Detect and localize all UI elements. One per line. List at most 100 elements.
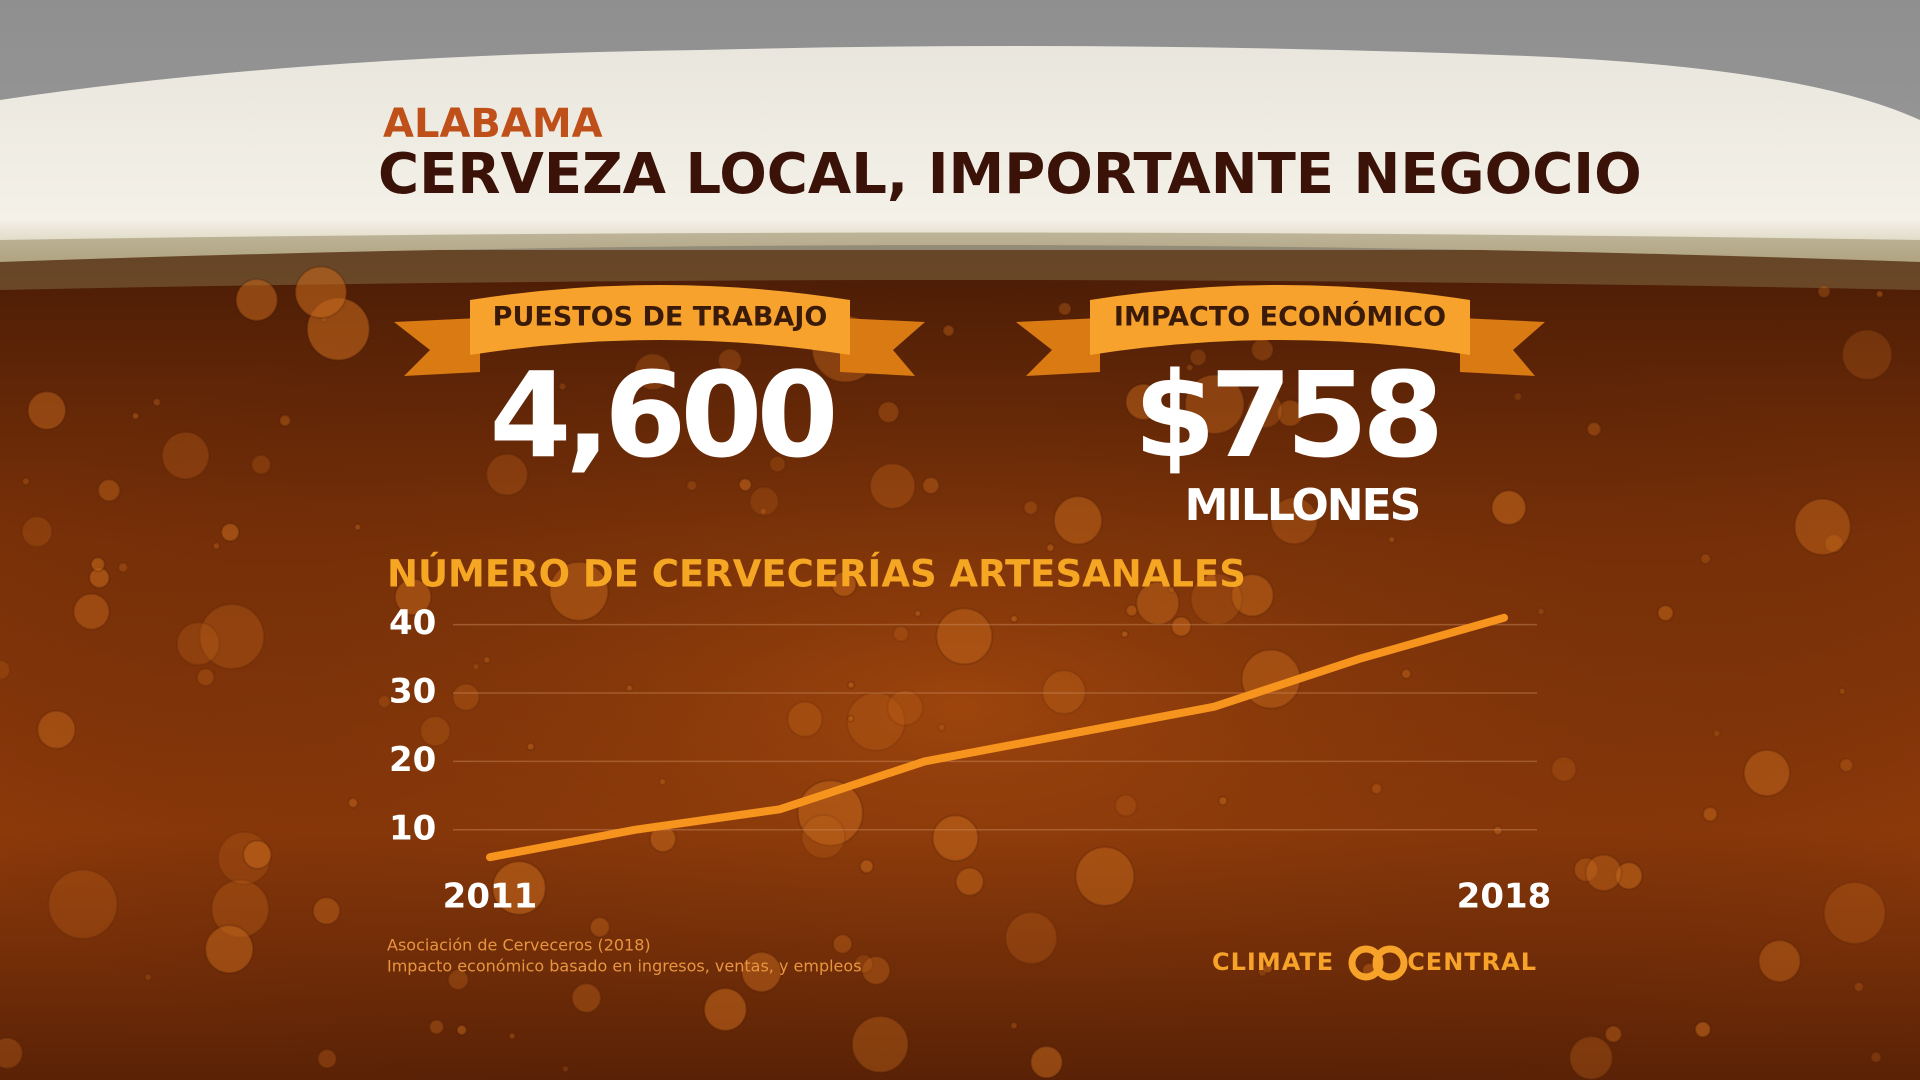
bubble (749, 486, 780, 517)
bubble (685, 479, 698, 492)
bubble (1029, 1045, 1064, 1080)
bubble (394, 577, 433, 617)
ribbon: PUESTOS DE TRABAJO (394, 285, 925, 376)
bubble (1822, 881, 1887, 945)
bubble (1838, 687, 1847, 696)
y-tick-label: 20 (389, 740, 436, 780)
bubble (198, 603, 266, 670)
bubble (447, 968, 470, 991)
bubble (0, 659, 11, 681)
data-line (486, 613, 1508, 862)
bubble (1400, 668, 1412, 680)
bubble (212, 541, 221, 551)
bubble (1853, 981, 1865, 993)
bubble (1074, 846, 1136, 907)
bubble (1004, 911, 1058, 965)
bubble (143, 973, 153, 982)
bubble (1573, 856, 1600, 883)
bubble (1170, 615, 1193, 638)
bubble (738, 477, 753, 492)
bubble (869, 462, 917, 510)
bubble (1217, 795, 1229, 807)
bubble (220, 522, 241, 543)
ribbon-band (470, 285, 850, 355)
bubble (1492, 825, 1504, 836)
bubble (72, 592, 111, 631)
bubble (954, 866, 985, 897)
bubble (485, 452, 529, 497)
bubble (1188, 348, 1208, 367)
bubble (786, 700, 824, 738)
bubble (846, 691, 906, 752)
bubble (768, 455, 787, 473)
source-line: Asociación de Cerveceros (2018) (387, 936, 651, 955)
bubble (451, 682, 481, 712)
bubble (47, 868, 119, 940)
bubble (1712, 729, 1721, 738)
bubble (20, 515, 54, 548)
bubble (97, 478, 121, 503)
ribbon-tail (840, 318, 925, 376)
bubble (886, 689, 924, 727)
bubble (1230, 573, 1275, 618)
bubble (1114, 793, 1138, 818)
bubble (1841, 328, 1893, 381)
ribbon-tail (1460, 318, 1545, 376)
bubble (1184, 373, 1246, 435)
bubble (131, 411, 140, 421)
bubble (508, 1032, 517, 1041)
bubble (1742, 749, 1791, 797)
bubble (90, 556, 106, 573)
ribbon-tail (394, 318, 480, 376)
logo-ring (1348, 945, 1384, 981)
bubble (21, 476, 31, 486)
y-tick-label: 10 (389, 808, 436, 848)
bubble (522, 557, 538, 573)
bubble (1185, 363, 1194, 372)
bubble (311, 896, 341, 926)
logo-ring (1372, 945, 1408, 981)
bubble (234, 278, 279, 322)
bubble (570, 982, 602, 1014)
bubble (671, 558, 680, 568)
bubble (1536, 607, 1546, 616)
bubble (152, 397, 162, 407)
bubble (353, 523, 362, 532)
bubble (1135, 580, 1181, 626)
bubble (1167, 585, 1176, 594)
bubble (419, 715, 452, 748)
bubble (921, 476, 940, 495)
bubble (1869, 1051, 1883, 1064)
bubble (1041, 669, 1087, 715)
bubble (832, 933, 854, 955)
bubble (1699, 552, 1712, 565)
bubble (548, 561, 610, 622)
bubble (561, 1064, 570, 1073)
bubble (1512, 391, 1523, 402)
headline: CERVEZA LOCAL, IMPORTANTE NEGOCIO (378, 142, 1642, 207)
bubble (717, 347, 743, 374)
bubble (1568, 1035, 1614, 1080)
bubble (1009, 614, 1019, 624)
bubble (1124, 382, 1163, 421)
stat-value: 4,600 (489, 346, 833, 484)
bubble (1604, 1024, 1623, 1044)
bubble (161, 431, 211, 481)
bubble (740, 951, 783, 993)
beer-glow (0, 250, 1920, 1080)
bubble (196, 667, 216, 687)
bubble (428, 1018, 445, 1036)
bubble (377, 694, 392, 709)
bubble (250, 454, 272, 476)
bubble (589, 916, 611, 938)
bubble (1370, 782, 1383, 795)
bubble (1793, 497, 1852, 556)
bubble (1057, 301, 1073, 317)
bubble (1052, 495, 1103, 546)
bubble (860, 955, 892, 986)
bubble (942, 324, 956, 338)
bubble (1694, 1020, 1712, 1039)
bubble (36, 709, 77, 750)
bubble (846, 714, 855, 723)
